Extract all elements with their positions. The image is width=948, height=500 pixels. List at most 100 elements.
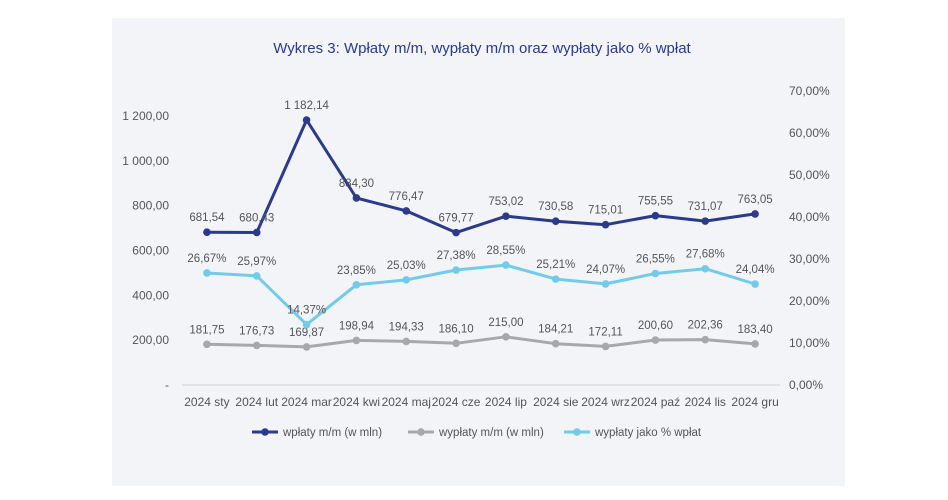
- series-layer: 681,54 680,43 1 182,14 834,30 776,47 679,77 75…: [187, 100, 775, 351]
- left-tick-label: 1 000,00: [122, 154, 169, 168]
- series-1-line: [206, 118, 756, 235]
- series-3-point: [252, 272, 261, 280]
- series-3-data-label: 25,21%: [536, 259, 575, 271]
- series-2-data-label: 172,11: [588, 326, 622, 338]
- series-2-point: [601, 342, 610, 351]
- series-2-data-label: 186,10: [438, 323, 473, 335]
- series-2-data-label: 181,75: [189, 324, 224, 336]
- x-tick-label: 2024 paź: [631, 395, 680, 409]
- series-2-point: [502, 333, 510, 341]
- legend-marker: [417, 428, 425, 436]
- series-3-point: [452, 266, 460, 274]
- right-tick-label: 60,00%: [789, 126, 830, 140]
- series-3-data-label: 14,37%: [287, 305, 326, 317]
- series-2-line: [206, 335, 756, 349]
- right-tick-label: 30,00%: [789, 252, 830, 266]
- series-1-data-label: 834,30: [339, 178, 374, 190]
- series-2-data-label: 198,94: [339, 320, 375, 332]
- series-2-point: [352, 336, 361, 345]
- series-3: 26,67% 25,97% 14,37% 23,85% 25,03% 27,38% 28,5…: [187, 245, 775, 329]
- series-1-data-label: 681,54: [189, 212, 225, 224]
- legend-marker: [573, 428, 581, 436]
- series-2-point: [252, 341, 261, 350]
- series-2-data-label: 215,00: [488, 317, 523, 329]
- legend-label: wypłaty m/m (w mln): [438, 427, 544, 439]
- series-3-point: [352, 281, 361, 289]
- x-tick-label: 2024 mar: [281, 395, 332, 409]
- legend-marker: [261, 428, 269, 436]
- legend: wpłaty m/m (w mln) wypłaty m/m (w mln) wyp…: [252, 427, 702, 439]
- series-1-point: [252, 228, 261, 237]
- right-tick-label: 0,00%: [789, 378, 823, 392]
- series-1-data-label: 1 182,14: [284, 100, 329, 112]
- series-3-data-label: 25,97%: [237, 256, 276, 268]
- left-axis: - 200,00 400,00 600,00 800,00 1 000,00 1 200,0…: [122, 109, 169, 392]
- x-tick-label: 2024 lut: [235, 395, 278, 409]
- series-2-data-label: 169,87: [289, 327, 324, 339]
- legend-item-1: wpłaty m/m (w mln): [252, 427, 382, 439]
- chart-panel: Wykres 3: Wpłaty m/m, wypłaty m/m oraz w…: [112, 18, 845, 486]
- series-3-data-label: 27,38%: [437, 250, 476, 262]
- series-3-point: [601, 280, 610, 288]
- left-tick-label: 200,00: [132, 333, 169, 347]
- series-1-point: [203, 228, 211, 237]
- series-3-point: [701, 264, 710, 273]
- series-1-data-label: 679,77: [438, 213, 473, 225]
- series-1-data-label: 715,01: [588, 205, 623, 217]
- series-1-data-label: 680,43: [239, 212, 274, 224]
- x-tick-label: 2024 wrz: [581, 395, 630, 409]
- x-tick-label: 2024 lis: [685, 395, 726, 409]
- series-3-data-label: 27,68%: [686, 249, 725, 261]
- legend-label: wypłaty jako % wpłat: [594, 427, 702, 439]
- x-tick-label: 2024 sie: [533, 395, 579, 409]
- series-2-point: [701, 335, 710, 344]
- series-1-point: [502, 212, 510, 220]
- series-3-data-label: 23,85%: [337, 265, 376, 277]
- series-2-data-label: 194,33: [389, 321, 424, 333]
- x-tick-label: 2024 lip: [485, 395, 527, 409]
- left-tick-label: 600,00: [132, 244, 169, 258]
- series-2-point: [203, 340, 211, 349]
- series-2-point: [751, 340, 759, 348]
- series-3-point: [651, 269, 660, 278]
- series-2-point: [551, 339, 560, 348]
- series-1: 681,54 680,43 1 182,14 834,30 776,47 679,77 75…: [189, 100, 773, 237]
- right-tick-label: 50,00%: [789, 168, 830, 182]
- series-1-point: [452, 228, 460, 237]
- left-tick-label: -: [165, 378, 169, 392]
- x-tick-label: 2024 cze: [432, 395, 481, 409]
- series-3-data-label: 25,03%: [387, 260, 426, 272]
- series-1-data-label: 731,07: [688, 201, 723, 213]
- series-1-point: [551, 217, 560, 226]
- series-2-data-label: 176,73: [239, 325, 274, 337]
- x-tick-label: 2024 gru: [731, 395, 778, 409]
- x-tick-label: 2024 maj: [382, 395, 431, 409]
- legend-item-2: wypłaty m/m (w mln): [408, 427, 544, 439]
- series-2-point: [452, 339, 460, 348]
- series-3-data-label: 26,67%: [187, 253, 226, 265]
- right-tick-label: 70,00%: [789, 84, 830, 98]
- legend-label: wpłaty m/m (w mln): [282, 427, 382, 439]
- series-3-data-label: 26,55%: [636, 253, 675, 265]
- x-tick-label: 2024 kwi: [333, 395, 380, 409]
- series-1-point: [751, 210, 759, 218]
- series-1-point: [651, 211, 660, 220]
- series-2-point: [651, 336, 660, 344]
- series-2-point: [402, 337, 411, 346]
- x-tick-label: 2024 sty: [184, 395, 229, 409]
- series-2-data-label: 202,36: [688, 320, 723, 332]
- series-3-data-label: 24,07%: [586, 264, 625, 276]
- right-tick-label: 20,00%: [789, 294, 830, 308]
- series-2: 181,75 176,73 169,87 198,94 194,33 186,10 215,…: [189, 317, 773, 351]
- series-1-point: [701, 217, 710, 225]
- series-3-point: [551, 275, 560, 283]
- chart-title: Wykres 3: Wpłaty m/m, wypłaty m/m oraz w…: [273, 40, 691, 57]
- series-2-data-label: 183,40: [737, 324, 772, 336]
- series-1-data-label: 730,58: [538, 201, 573, 213]
- right-tick-label: 40,00%: [789, 210, 830, 224]
- right-axis: 0,00% 10,00% 20,00% 30,00% 40,00% 50,00% 60,00…: [789, 84, 830, 392]
- right-tick-label: 10,00%: [789, 336, 830, 350]
- series-3-point: [203, 269, 211, 277]
- series-3-point: [402, 276, 411, 284]
- series-1-data-label: 755,55: [638, 196, 673, 208]
